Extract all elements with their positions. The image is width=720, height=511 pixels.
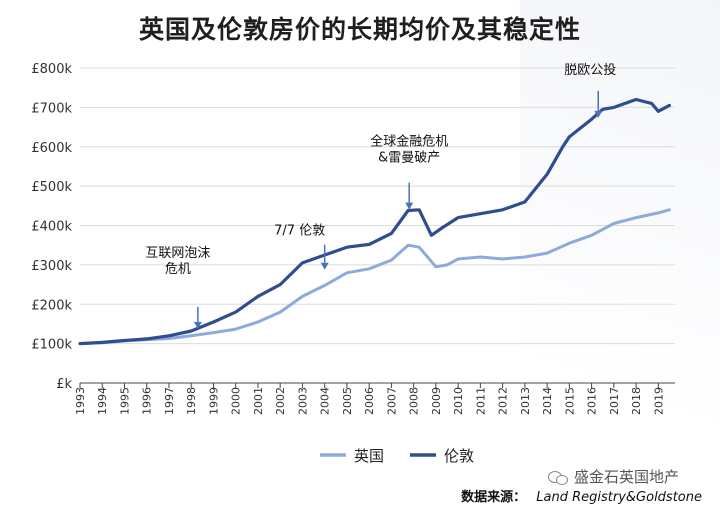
y-tick-label: £300k <box>31 259 72 274</box>
annotation-arrow-head <box>594 110 603 118</box>
series-line-uk <box>78 208 671 346</box>
x-tick-label: 2001 <box>252 387 265 415</box>
y-tick-label: £200k <box>31 298 72 313</box>
x-tick-label: 2017 <box>608 387 621 415</box>
y-tick-label: £500k <box>31 180 72 195</box>
watermark-text: 盛金石英国地产 <box>574 468 680 486</box>
x-tick-label: 2018 <box>630 387 643 415</box>
x-tick-label: 1998 <box>185 387 198 415</box>
source-text: Land Registry&Goldstone <box>536 490 702 505</box>
data-source: 数据来源： Land Registry&Goldstone <box>461 486 702 505</box>
x-tick-label: 2009 <box>430 387 443 415</box>
x-tick-label: 1993 <box>74 387 87 415</box>
source-label: 数据来源： <box>461 490 527 505</box>
x-tick-label: 1995 <box>118 387 131 415</box>
annotation-label: 危机 <box>165 262 191 277</box>
y-tick-label: £400k <box>31 220 72 235</box>
x-tick-label: 2015 <box>563 387 576 415</box>
annotation-arrow-head <box>320 262 329 270</box>
y-tick-label: £800k <box>31 62 72 77</box>
y-tick-label: £k <box>56 377 72 392</box>
x-tick-label: 1999 <box>207 387 220 415</box>
x-tick-label: 2000 <box>230 387 243 415</box>
x-tick-label: 1994 <box>96 387 109 415</box>
x-tick-label: 2005 <box>341 387 354 415</box>
x-tick-label: 2003 <box>296 387 309 415</box>
annotation-label: 互联网泡沫 <box>145 246 210 261</box>
chart-title: 英国及伦敦房价的长期均价及其稳定性 <box>138 15 581 44</box>
x-tick-label: 2010 <box>452 387 465 415</box>
legend-label: 伦敦 <box>444 447 474 465</box>
annotation-arrow-head <box>405 202 414 210</box>
x-tick-label: 2019 <box>652 387 665 415</box>
annotation-label: 7/7 伦敦 <box>274 223 325 239</box>
wechat-icon <box>548 469 568 485</box>
x-tick-label: 2011 <box>474 387 487 415</box>
x-tick-label: 2014 <box>541 387 554 415</box>
x-tick-label: 1997 <box>163 387 176 415</box>
annotation-arrow-head <box>193 321 202 329</box>
watermark: 盛金石英国地产 <box>548 466 679 487</box>
x-tick-label: 2013 <box>519 387 532 415</box>
x-tick-label: 2007 <box>385 387 398 415</box>
x-tick-label: 1996 <box>141 387 154 415</box>
background-decoration <box>520 0 720 511</box>
x-tick-label: 2002 <box>274 387 287 415</box>
y-tick-label: £100k <box>31 338 72 353</box>
annotation-label: &雷曼破产 <box>378 151 440 166</box>
x-tick-label: 2016 <box>586 387 599 415</box>
x-tick-label: 2006 <box>363 387 376 415</box>
y-tick-label: £700k <box>31 101 72 116</box>
x-tick-label: 2008 <box>408 387 421 415</box>
annotation-label: 脱欧公投 <box>564 62 616 78</box>
x-tick-label: 2012 <box>497 387 510 415</box>
annotation-label: 全球金融危机 <box>370 134 448 150</box>
x-tick-label: 2004 <box>319 387 332 415</box>
y-tick-label: £600k <box>31 141 72 156</box>
legend-label: 英国 <box>354 447 384 465</box>
